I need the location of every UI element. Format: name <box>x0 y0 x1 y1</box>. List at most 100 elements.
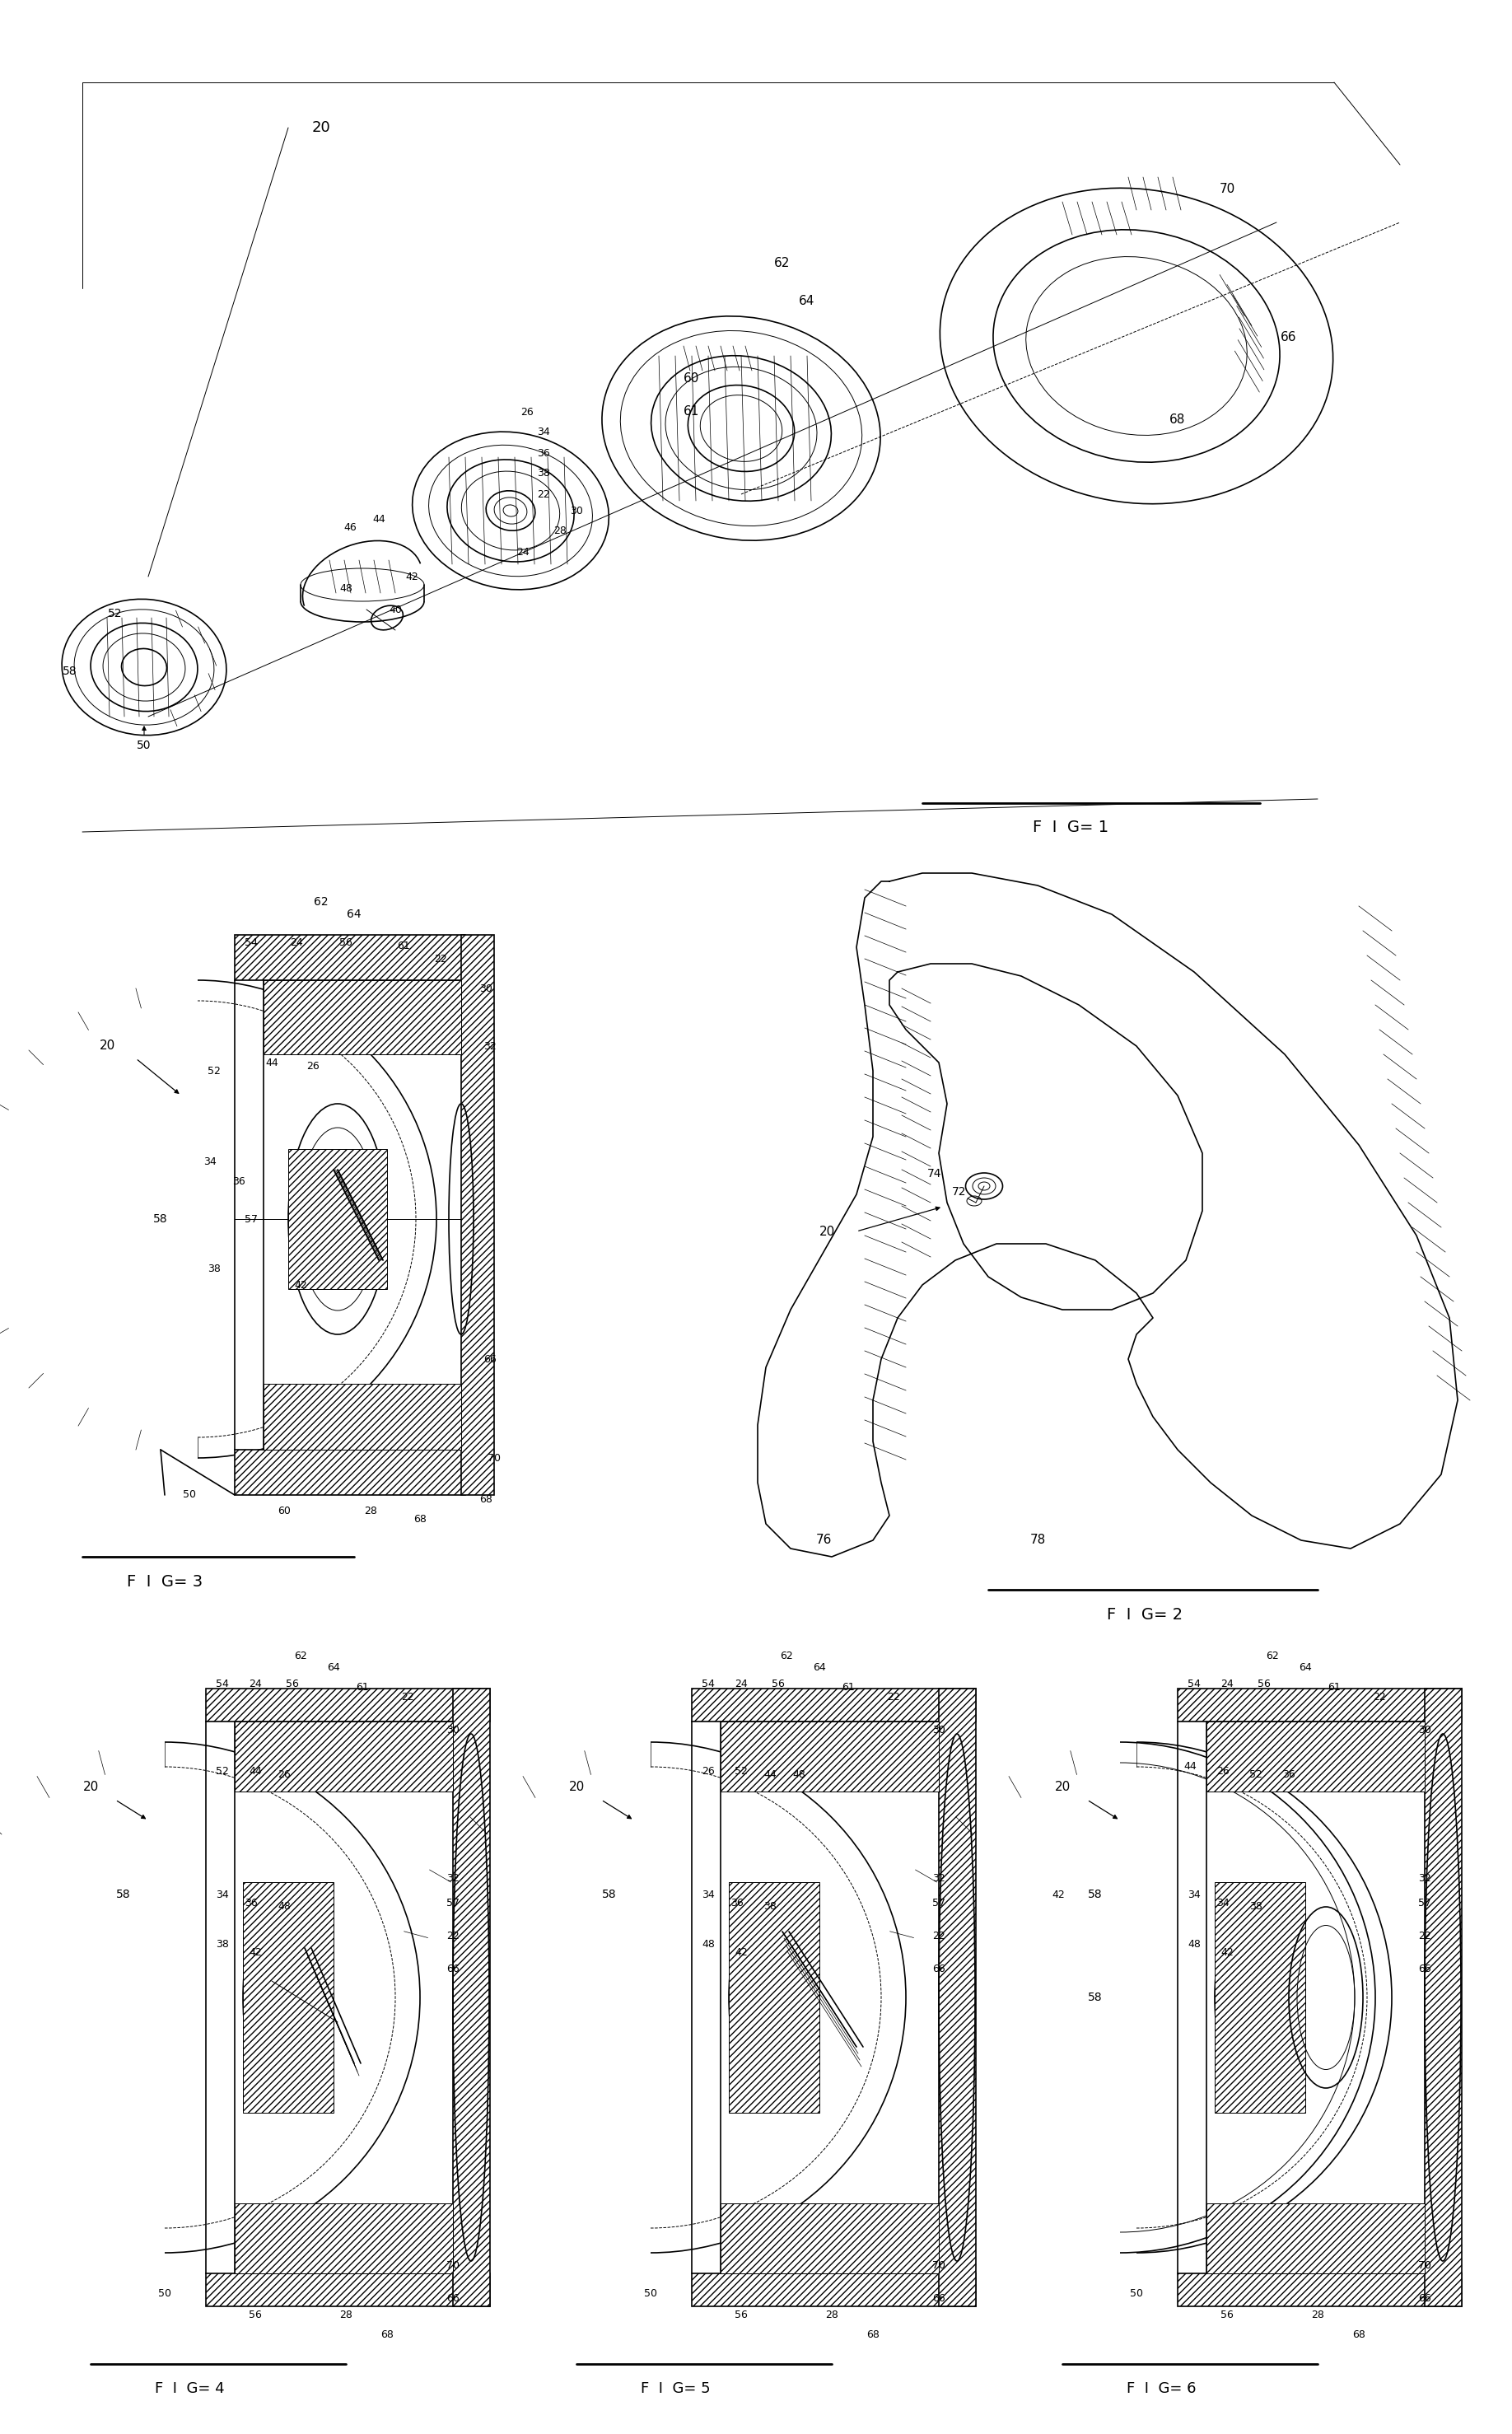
Text: 48: 48 <box>702 1937 715 1950</box>
Text: 58: 58 <box>1089 1991 1102 2003</box>
Text: 56: 56 <box>1258 1679 1270 1689</box>
Text: 76: 76 <box>815 1533 832 1546</box>
Text: 50: 50 <box>183 1490 197 1499</box>
Text: 38: 38 <box>1249 1901 1263 1913</box>
Text: 20: 20 <box>820 1224 836 1236</box>
Text: 61: 61 <box>842 1682 854 1692</box>
Polygon shape <box>263 981 461 1054</box>
Text: 66: 66 <box>1418 2293 1432 2303</box>
Text: 68: 68 <box>381 2329 393 2342</box>
Polygon shape <box>1178 2273 1462 2307</box>
Text: 42: 42 <box>405 572 419 582</box>
Text: 42: 42 <box>1052 1889 1064 1901</box>
Text: 26: 26 <box>307 1061 319 1071</box>
Text: 22: 22 <box>1418 1930 1432 1940</box>
Text: 54: 54 <box>245 937 257 949</box>
Polygon shape <box>243 1881 334 2113</box>
Text: 74: 74 <box>927 1168 942 1180</box>
Polygon shape <box>721 1721 939 1791</box>
Polygon shape <box>1214 1881 1305 2113</box>
Text: 36: 36 <box>1282 1770 1296 1779</box>
Polygon shape <box>206 2273 490 2307</box>
Text: 62: 62 <box>774 258 791 270</box>
Polygon shape <box>263 1385 461 1451</box>
Text: 22: 22 <box>537 489 550 499</box>
Text: 57: 57 <box>1418 1899 1432 1908</box>
Text: 34: 34 <box>216 1889 228 1901</box>
Text: 52: 52 <box>107 608 122 618</box>
Text: 32: 32 <box>484 1042 496 1051</box>
Text: 48: 48 <box>278 1901 290 1913</box>
Text: 54: 54 <box>1187 1679 1201 1689</box>
Text: 48: 48 <box>1187 1937 1201 1950</box>
Polygon shape <box>692 2273 975 2307</box>
Text: 57: 57 <box>933 1899 945 1908</box>
Text: 42: 42 <box>295 1280 307 1290</box>
Polygon shape <box>454 1689 490 2307</box>
Polygon shape <box>234 1721 454 1791</box>
Text: 22: 22 <box>933 1930 945 1940</box>
Text: 60: 60 <box>278 1507 290 1516</box>
Text: 38: 38 <box>207 1263 221 1273</box>
Text: 68: 68 <box>866 2329 880 2342</box>
Text: 38: 38 <box>764 1901 777 1913</box>
Text: 38: 38 <box>216 1937 228 1950</box>
Text: F  I  G= 4: F I G= 4 <box>154 2380 224 2395</box>
Text: 44: 44 <box>764 1770 777 1779</box>
Polygon shape <box>206 1689 490 1721</box>
Text: 30: 30 <box>446 1723 460 1735</box>
Text: 34: 34 <box>204 1156 216 1166</box>
Text: 66: 66 <box>1418 1964 1432 1974</box>
Text: 26: 26 <box>520 406 534 416</box>
Text: 34: 34 <box>702 1889 715 1901</box>
Text: 64: 64 <box>346 908 361 920</box>
Text: 56: 56 <box>249 2310 262 2320</box>
Text: 24: 24 <box>1220 1679 1234 1689</box>
Text: 40: 40 <box>389 604 402 616</box>
Text: 36: 36 <box>233 1176 245 1188</box>
Text: 66: 66 <box>484 1353 496 1365</box>
Text: 28: 28 <box>364 1507 376 1516</box>
Text: 56: 56 <box>339 937 352 949</box>
Polygon shape <box>234 1451 466 1494</box>
Text: 70: 70 <box>1418 2259 1432 2271</box>
Text: 36: 36 <box>537 448 550 458</box>
Text: 26: 26 <box>1217 1765 1229 1777</box>
Text: 56: 56 <box>286 1679 299 1689</box>
Text: 57: 57 <box>245 1215 257 1224</box>
Text: 78: 78 <box>1030 1533 1046 1546</box>
Text: 70: 70 <box>1219 183 1235 195</box>
Text: 20: 20 <box>1054 1782 1070 1794</box>
Text: F  I  G= 5: F I G= 5 <box>641 2380 711 2395</box>
Text: 70: 70 <box>446 2259 460 2271</box>
Polygon shape <box>461 935 494 1494</box>
Text: 54: 54 <box>702 1679 715 1689</box>
Text: 36: 36 <box>245 1899 257 1908</box>
Text: 30: 30 <box>1418 1723 1432 1735</box>
Text: 44: 44 <box>372 514 386 523</box>
Polygon shape <box>721 2203 939 2273</box>
Text: 62: 62 <box>1266 1650 1279 1660</box>
Text: 50: 50 <box>1129 2288 1143 2300</box>
Text: 22: 22 <box>1373 1692 1387 1701</box>
Text: 68: 68 <box>413 1514 426 1526</box>
Text: 64: 64 <box>1299 1662 1312 1672</box>
Text: 61: 61 <box>1328 1682 1341 1692</box>
Text: 66: 66 <box>933 1964 945 1974</box>
Polygon shape <box>234 935 466 981</box>
Text: 42: 42 <box>735 1947 747 1957</box>
Polygon shape <box>1178 1689 1462 1721</box>
Text: 58: 58 <box>62 664 77 677</box>
Polygon shape <box>1207 1721 1424 1791</box>
Text: 44: 44 <box>265 1056 278 1069</box>
Text: 61: 61 <box>398 940 410 952</box>
Polygon shape <box>289 1149 387 1290</box>
Text: 52: 52 <box>1249 1770 1263 1779</box>
Text: 52: 52 <box>216 1765 228 1777</box>
Text: 64: 64 <box>327 1662 340 1672</box>
Text: 30: 30 <box>479 983 493 993</box>
Text: 28: 28 <box>1311 2310 1325 2320</box>
Text: F  I  G= 3: F I G= 3 <box>127 1575 203 1589</box>
Text: 60: 60 <box>683 372 700 385</box>
Text: 30: 30 <box>933 1723 945 1735</box>
